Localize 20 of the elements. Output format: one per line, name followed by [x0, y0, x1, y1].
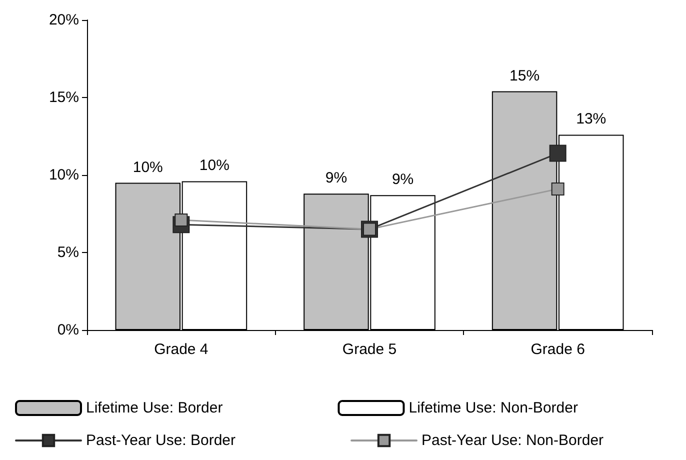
point: [551, 182, 564, 196]
data-label: 9%: [392, 171, 414, 188]
data-label: 15%: [510, 67, 540, 84]
legend-label: Lifetime Use: Non-Border: [408, 400, 578, 416]
data-label: 10%: [132, 158, 163, 176]
y-tick-label: 10%: [48, 166, 79, 184]
legend-label: Past-Year Use: Non-Border: [422, 432, 604, 449]
y-tick-label: 0%: [57, 322, 79, 338]
y-tick-label: 5%: [57, 244, 79, 261]
data-label: 10%: [199, 157, 230, 174]
x-tick-label: Grade 5: [342, 341, 397, 358]
point: [549, 144, 566, 162]
legend-label: Lifetime Use: Border: [86, 400, 223, 416]
y-tick-label: 15%: [48, 89, 79, 106]
data-label: 9%: [325, 170, 348, 187]
x-tick-label: Grade 6: [530, 341, 585, 358]
legend-label: Past-Year Use: Border: [86, 432, 236, 449]
data-label: 13%: [576, 110, 606, 128]
y-tick-label: 20%: [48, 12, 79, 28]
x-tick-label: Grade 4: [154, 341, 208, 358]
